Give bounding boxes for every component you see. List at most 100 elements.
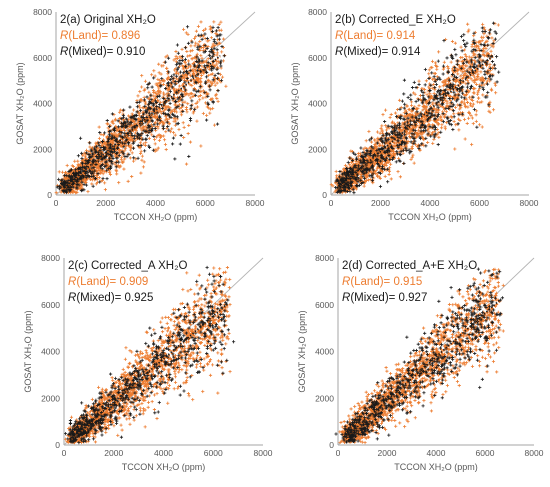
scatter-point: [443, 78, 447, 83]
scatter-point: [348, 156, 352, 160]
scatter-point: [471, 87, 476, 91]
scatter-point: [199, 20, 203, 24]
scatter-point: [376, 136, 380, 140]
scatter-point: [460, 91, 465, 95]
scatter-point: [461, 85, 465, 89]
scatter-point: [132, 136, 136, 140]
scatter-point: [349, 187, 353, 191]
scatter-point: [110, 376, 114, 380]
scatter-point: [361, 174, 365, 178]
scatter-point: [481, 79, 485, 83]
panel-b: 0 2000 4000 6000 800002000400060008000TCCON …: [290, 7, 539, 222]
scatter-point: [96, 172, 100, 176]
scatter-point: [383, 158, 387, 162]
scatter-point: [130, 151, 134, 155]
scatter-point: [406, 95, 410, 100]
y-axis-label: GOSAT XH₂O (ppm): [15, 62, 25, 144]
scatter-point: [429, 83, 433, 87]
scatter-point: [395, 152, 400, 156]
scatter-point: [426, 132, 430, 136]
scatter-point: [172, 58, 176, 62]
scatter-point: [185, 76, 189, 81]
scatter-point: [184, 92, 188, 97]
scatter-point: [200, 64, 204, 68]
scatter-point: [425, 93, 429, 97]
scatter-point: [188, 74, 193, 78]
scatter-point: [194, 101, 198, 106]
scatter-point: [162, 93, 166, 97]
scatter-point: [462, 39, 466, 43]
scatter-point: [452, 77, 456, 81]
scatter-point: [190, 40, 194, 44]
scatter-point: [75, 186, 79, 190]
scatter-point: [453, 47, 457, 52]
scatter-point: [433, 79, 437, 83]
scatter-point: [444, 120, 449, 125]
scatter-point: [446, 64, 450, 69]
scatter-point: [406, 123, 410, 128]
scatter-point: [404, 141, 408, 145]
scatter-point: [62, 179, 67, 184]
scatter-point: [90, 166, 94, 170]
scatter-point: [111, 136, 115, 140]
scatter-point: [415, 135, 419, 139]
scatter-point: [183, 46, 187, 50]
scatter-point: [84, 159, 88, 163]
scatter-point: [174, 49, 178, 54]
scatter-point: [95, 175, 99, 180]
scatter-point: [394, 160, 398, 164]
scatter-point: [351, 187, 355, 191]
scatter-point: [458, 111, 462, 115]
scatter-point: [414, 115, 418, 119]
scatter-point: [87, 162, 91, 166]
scatter-point: [487, 76, 491, 81]
scatter-point: [170, 109, 174, 113]
scatter-point: [438, 93, 442, 97]
scatter-point: [178, 142, 182, 146]
scatter-point: [468, 60, 472, 64]
scatter-point: [173, 123, 177, 127]
scatter-point: [211, 42, 215, 46]
scatter-point: [457, 113, 461, 117]
scatter-point: [396, 139, 400, 143]
scatter-point: [161, 91, 166, 95]
scatter-point: [459, 45, 463, 49]
scatter-point: [437, 91, 442, 95]
scatter-point: [140, 74, 144, 78]
scatter-point: [186, 102, 190, 106]
scatter-point: [179, 61, 183, 66]
x-tick-label: 8000: [520, 198, 539, 208]
scatter-point: [453, 105, 458, 110]
scatter-point: [449, 123, 453, 127]
scatter-point: [153, 115, 157, 119]
scatter-point: [195, 119, 199, 123]
scatter-point: [468, 86, 473, 91]
scatter-point: [390, 157, 394, 161]
scatter-point: [458, 107, 462, 111]
scatter-point: [178, 78, 182, 82]
scatter-point: [374, 158, 378, 162]
scatter-point: [138, 141, 142, 145]
scatter-point: [375, 130, 380, 134]
scatter-point: [66, 186, 70, 190]
scatter-point: [450, 101, 454, 105]
scatter-point: [120, 131, 124, 135]
x-tick-label: 8000: [246, 198, 265, 208]
scatter-point: [133, 113, 137, 118]
scatter-point: [178, 78, 183, 83]
scatter-point: [494, 91, 498, 95]
scatter-point: [436, 111, 440, 115]
scatter-point: [209, 56, 213, 60]
scatter-point: [188, 68, 192, 73]
scatter-point: [144, 141, 148, 145]
scatter-point: [171, 131, 176, 135]
scatter-point: [211, 78, 215, 82]
scatter-point: [77, 166, 81, 171]
scatter-point: [121, 160, 125, 165]
scatter-point: [97, 143, 101, 148]
scatter-point: [179, 74, 183, 78]
scatter-point: [57, 177, 61, 181]
scatter-point: [495, 55, 499, 59]
scatter-point: [188, 116, 193, 121]
scatter-point: [375, 148, 379, 153]
